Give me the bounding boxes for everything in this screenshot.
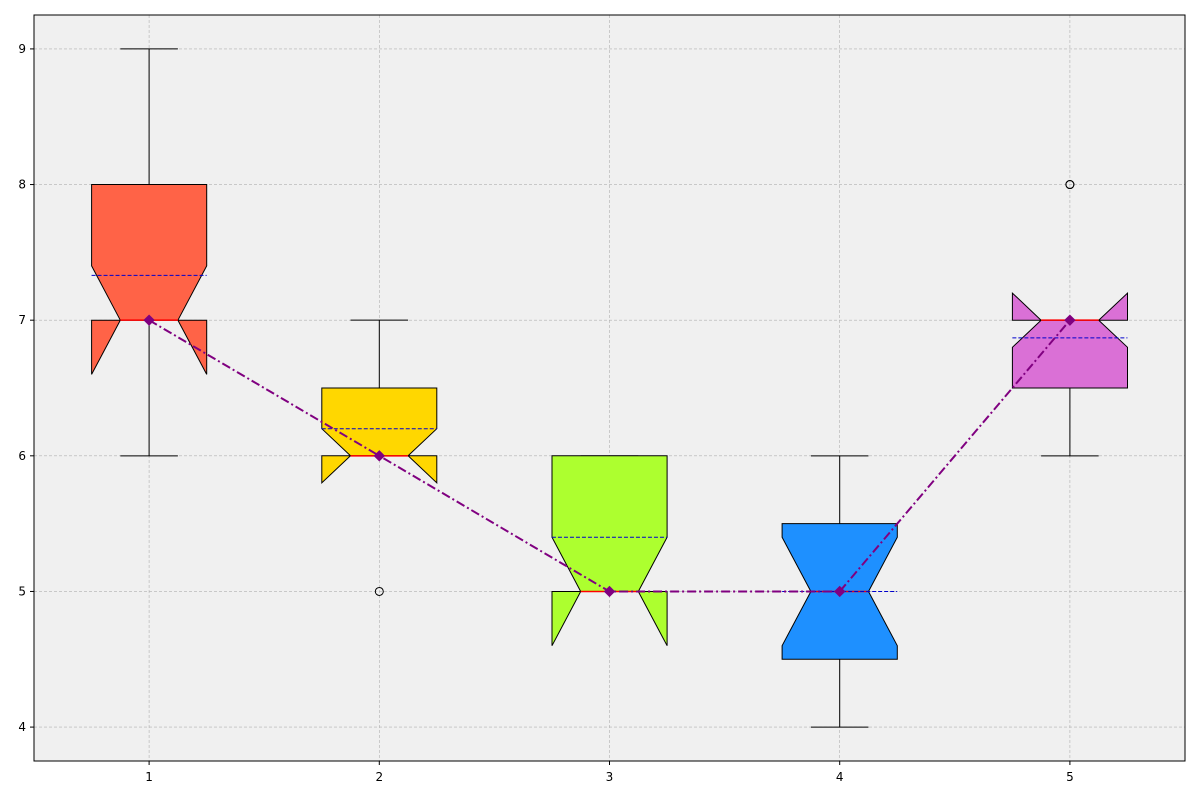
x-tick-label: 4 <box>836 770 844 784</box>
notched-box <box>321 387 438 485</box>
y-axis: 4 5 6 7 8 9 <box>18 42 34 734</box>
y-tick-label: 4 <box>18 720 26 734</box>
box-group <box>91 48 208 457</box>
median-diamond-marker <box>143 314 155 326</box>
y-tick-label: 9 <box>18 42 26 56</box>
box-group <box>1011 180 1128 457</box>
box-group <box>321 319 438 596</box>
y-tick-label: 5 <box>18 584 26 598</box>
x-tick-label: 1 <box>145 770 153 784</box>
y-tick-label: 6 <box>18 449 26 463</box>
x-axis: 1 2 3 4 5 <box>145 761 1074 784</box>
notched-box <box>1011 291 1128 389</box>
median-diamond-marker <box>1064 314 1076 326</box>
x-tick-label: 5 <box>1066 770 1074 784</box>
outlier-point <box>374 586 384 596</box>
median-diamond-marker <box>603 585 616 598</box>
median-diamond-marker <box>833 585 846 598</box>
notched-box <box>91 184 208 375</box>
median-trend-line <box>143 314 1076 598</box>
y-tick-label: 7 <box>18 313 26 327</box>
notched-box <box>551 455 668 646</box>
median-diamond-marker <box>373 450 386 462</box>
x-tick-label: 3 <box>606 770 614 784</box>
y-tick-label: 8 <box>18 178 26 192</box>
outlier-point <box>1065 180 1075 190</box>
box-series <box>91 48 1128 728</box>
x-tick-label: 2 <box>375 770 383 784</box>
